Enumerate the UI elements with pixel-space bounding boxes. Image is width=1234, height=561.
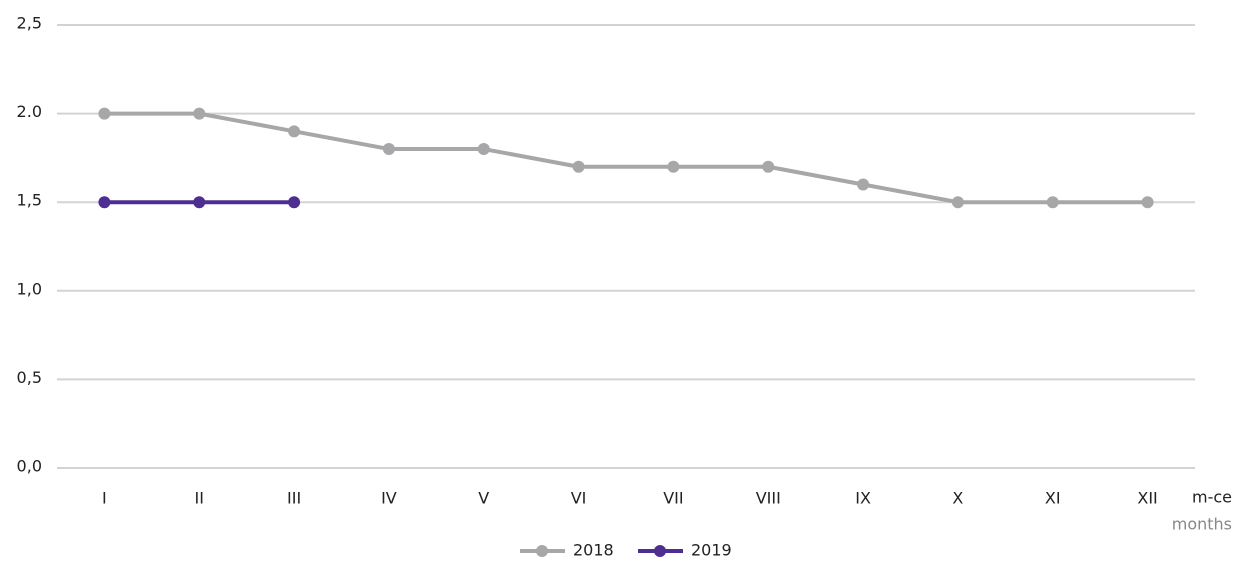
x-tick-label: VI: [571, 489, 587, 508]
x-axis-sublabel: months: [1172, 515, 1232, 534]
x-tick-label: XI: [1045, 489, 1061, 508]
legend-label: 2018: [573, 541, 614, 560]
y-tick-label: 2.0: [17, 102, 42, 121]
x-axis-label: m-ce: [1192, 488, 1232, 507]
legend-marker: [654, 545, 666, 557]
series-marker: [193, 196, 206, 209]
series-marker: [762, 160, 775, 173]
series-marker: [951, 196, 964, 209]
x-tick-label: V: [478, 489, 489, 508]
y-tick-label: 0,5: [17, 368, 42, 387]
series-marker: [572, 160, 585, 173]
x-tick-label: VIII: [756, 489, 781, 508]
series-marker: [857, 178, 870, 191]
x-tick-label: IX: [855, 489, 871, 508]
series-marker: [98, 196, 111, 209]
y-tick-label: 2,5: [17, 14, 42, 33]
x-tick-label: XII: [1137, 489, 1157, 508]
series-marker: [288, 125, 301, 138]
series-marker: [667, 160, 680, 173]
series-line: [104, 111, 1148, 205]
legend-marker: [536, 545, 548, 557]
y-tick-label: 1,5: [17, 191, 42, 210]
series-marker: [288, 196, 301, 209]
series-marker: [382, 143, 395, 156]
series-marker: [98, 107, 111, 120]
x-tick-label: I: [102, 489, 107, 508]
x-tick-label: IV: [381, 489, 397, 508]
series-marker: [1046, 196, 1059, 209]
x-tick-label: VII: [663, 489, 683, 508]
series-marker: [193, 107, 206, 120]
y-tick-label: 1,0: [17, 279, 42, 298]
legend-label: 2019: [691, 541, 732, 560]
series-marker: [477, 143, 490, 156]
x-tick-label: III: [287, 489, 301, 508]
y-tick-label: 0,0: [17, 457, 42, 476]
x-tick-label: II: [195, 489, 204, 508]
series-marker: [1141, 196, 1154, 209]
x-tick-label: X: [952, 489, 963, 508]
